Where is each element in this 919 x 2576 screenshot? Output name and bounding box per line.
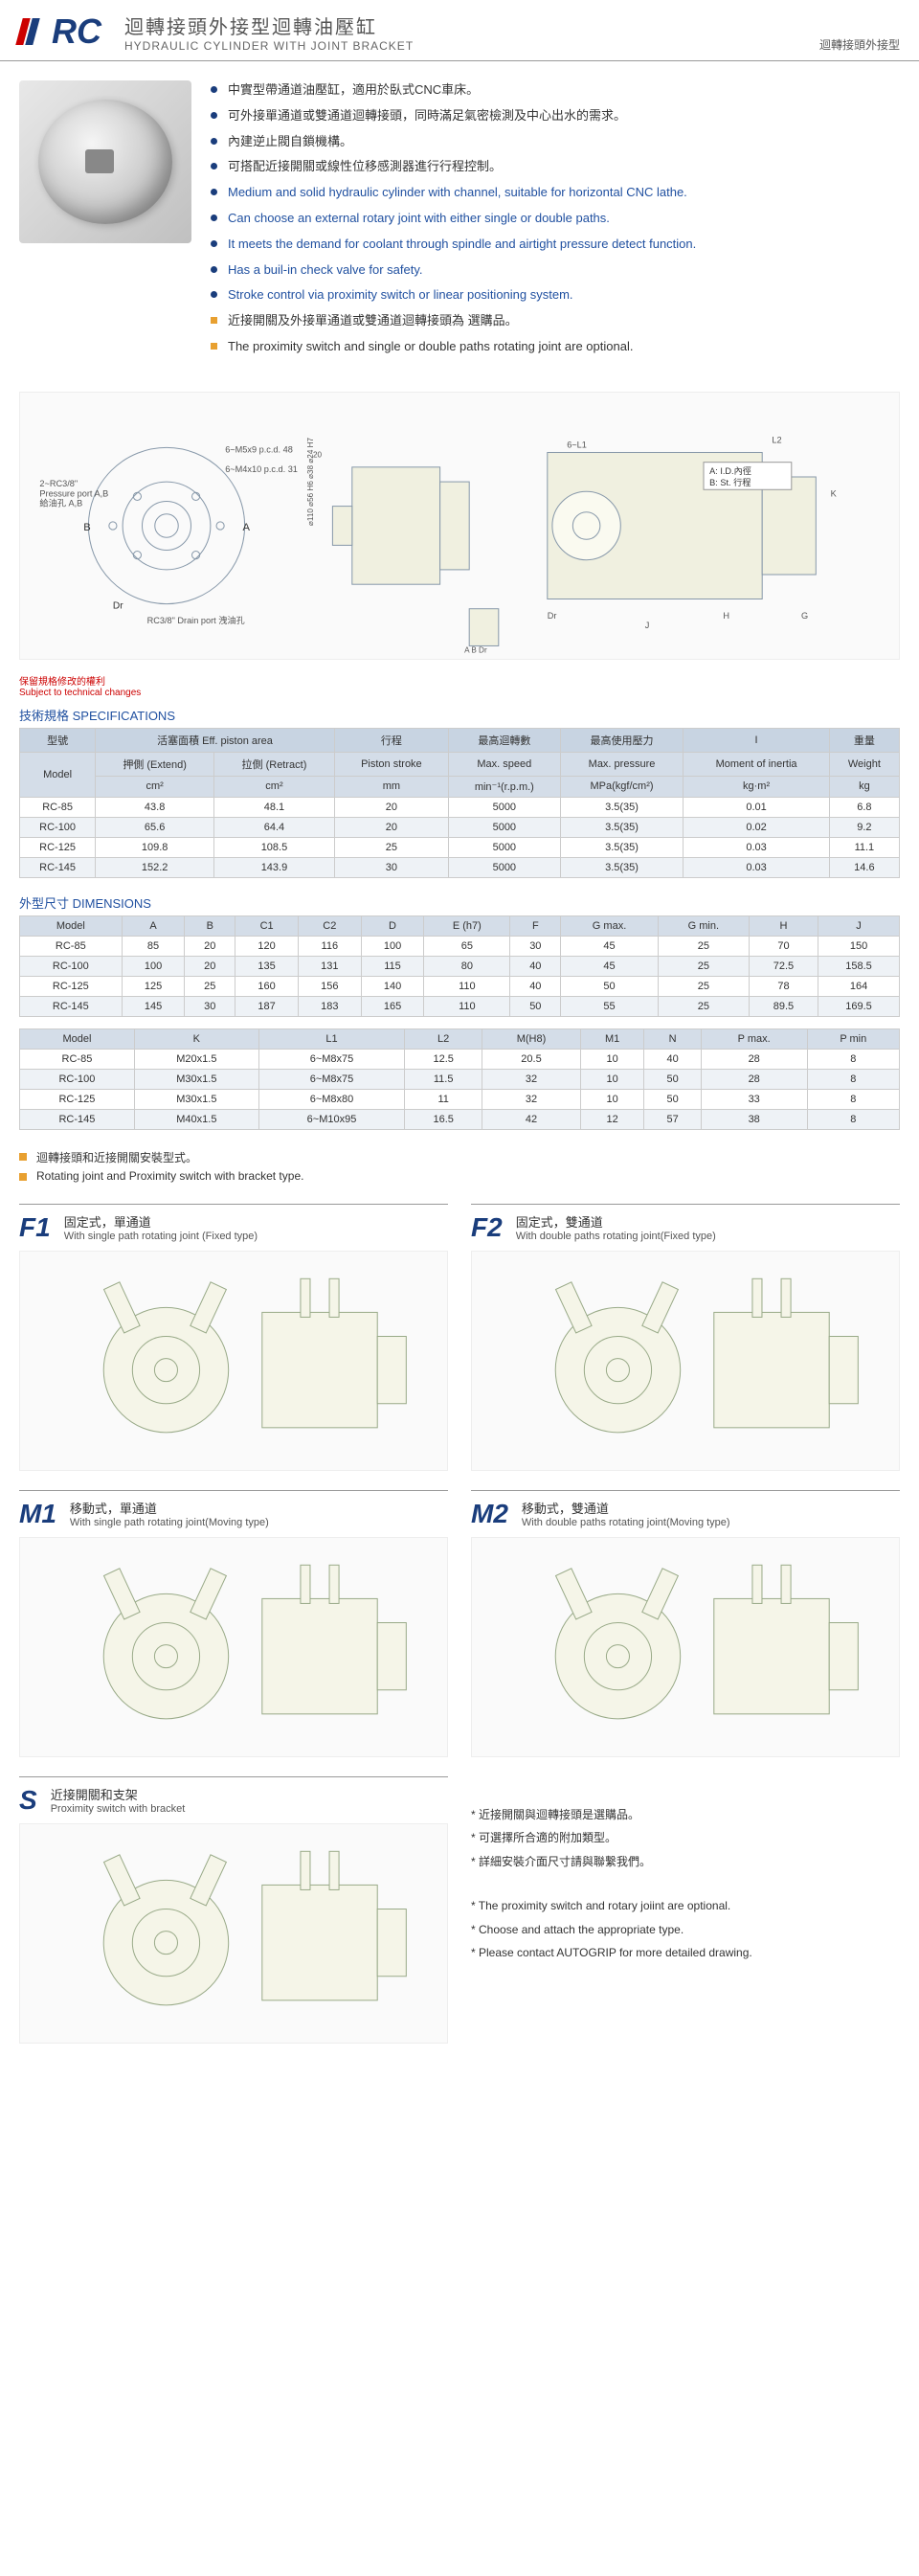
- svg-text:⌀110 ⌀56 H6 ⌀38 ⌀24 H7: ⌀110 ⌀56 H6 ⌀38 ⌀24 H7: [306, 437, 315, 526]
- config-F1: F1 固定式，單通道 With single path rotating joi…: [19, 1204, 448, 1471]
- joint-note: Rotating joint and Proximity switch with…: [19, 1169, 900, 1183]
- title-en: HYDRAULIC CYLINDER WITH JOINT BRACKET: [124, 39, 414, 53]
- config-title-zh: 固定式，雙通道: [516, 1212, 716, 1231]
- logo: RC: [19, 11, 101, 52]
- config-code: M2: [471, 1499, 508, 1529]
- table-row: RC-100M30x1.56~M8x7511.5321050288: [20, 1069, 900, 1089]
- bullet-zh: 可外接單通道或雙通道迴轉接頭，同時滿足氣密檢測及中心出水的需求。: [211, 106, 900, 126]
- config-section: F1 固定式，單通道 With single path rotating joi…: [0, 1194, 919, 2072]
- table-row: RC-145M40x1.56~M10x9516.5421257388: [20, 1109, 900, 1129]
- table-row: RC-8585201201161006530452570150: [20, 936, 900, 956]
- config-F2: F2 固定式，雙通道 With double paths rotating jo…: [471, 1204, 900, 1471]
- page-header: RC 迴轉接頭外接型迴轉油壓缸 HYDRAULIC CYLINDER WITH …: [0, 0, 919, 61]
- svg-text:6~M5x9 p.c.d. 48: 6~M5x9 p.c.d. 48: [225, 444, 293, 454]
- table-row: RC-1451453018718316511050552589.5169.5: [20, 996, 900, 1016]
- config-title-zh: 移動式，單通道: [70, 1499, 269, 1517]
- svg-text:6~L1: 6~L1: [567, 440, 587, 449]
- svg-text:G: G: [801, 611, 808, 621]
- feature-bullets: 中實型帶通道油壓缸，適用於臥式CNC車床。可外接單通道或雙通道迴轉接頭，同時滿足…: [211, 80, 900, 363]
- table-row: RC-125109.8108.52550003.5(35)0.0311.1: [20, 837, 900, 857]
- bullet-en: Can choose an external rotary joint with…: [211, 209, 900, 229]
- config-code: F2: [471, 1212, 503, 1243]
- config-diagram: [471, 1537, 900, 1757]
- joint-note: 迴轉接頭和近接開關安裝型式。: [19, 1149, 900, 1165]
- svg-text:A B Dr: A B Dr: [464, 645, 487, 654]
- svg-text:Dr: Dr: [113, 600, 123, 611]
- spec-heading: 技術規格 SPECIFICATIONS: [0, 702, 919, 728]
- svg-text:J: J: [645, 621, 650, 630]
- config-title-zh: 近接開關和支架: [51, 1785, 186, 1803]
- config-title-en: With single path rotating joint (Fixed t…: [64, 1231, 258, 1242]
- config-title-en: With double paths rotating joint(Fixed t…: [516, 1231, 716, 1242]
- title-zh: 迴轉接頭外接型迴轉油壓缸: [124, 11, 414, 39]
- svg-text:B: St. 行程: B: St. 行程: [709, 477, 751, 487]
- svg-text:K: K: [831, 488, 838, 498]
- bullet-zh: 中實型帶通道油壓缸，適用於臥式CNC車床。: [211, 80, 900, 101]
- config-title-en: With single path rotating joint(Moving t…: [70, 1517, 269, 1528]
- bullet-zh: 可搭配近接開關或線性位移感測器進行行程控制。: [211, 157, 900, 177]
- table-row: RC-125M30x1.56~M8x8011321050338: [20, 1089, 900, 1109]
- config-code: M1: [19, 1499, 56, 1529]
- dim-table-1: ModelABC1C2DE (h7)FG max.G min.HJ RC-858…: [19, 915, 900, 1017]
- technical-diagram: 2~RC3/8" Pressure port A,B 給油孔 A,B 6~M5x…: [0, 382, 919, 669]
- svg-text:2~RC3/8": 2~RC3/8": [39, 479, 78, 488]
- svg-text:給油孔 A,B: 給油孔 A,B: [39, 497, 82, 508]
- svg-text:B: B: [83, 522, 90, 533]
- config-title-en: With double paths rotating joint(Moving …: [522, 1517, 730, 1528]
- config-M1: M1 移動式，單通道 With single path rotating joi…: [19, 1490, 448, 1757]
- title-block: 迴轉接頭外接型迴轉油壓缸 HYDRAULIC CYLINDER WITH JOI…: [124, 11, 414, 53]
- product-code: RC: [52, 11, 101, 52]
- spec-table: 型號活塞面積 Eff. piston area行程最高迴轉數最高使用壓力I重量M…: [19, 728, 900, 878]
- bullet-zh: 內建逆止閥自鎖機構。: [211, 132, 900, 152]
- config-title-en: Proximity switch with bracket: [51, 1803, 186, 1815]
- config-code: S: [19, 1785, 37, 1816]
- svg-text:L2: L2: [772, 435, 781, 444]
- table-row: RC-1251252516015614011040502578164: [20, 976, 900, 996]
- intro-section: 中實型帶通道油壓缸，適用於臥式CNC車床。可外接單通道或雙通道迴轉接頭，同時滿足…: [0, 61, 919, 382]
- dim-heading: 外型尺寸 DIMENSIONS: [0, 890, 919, 915]
- joint-notes: 迴轉接頭和近接開關安裝型式。 Rotating joint and Proximi…: [0, 1141, 919, 1194]
- bullet-en: It meets the demand for coolant through …: [211, 235, 900, 255]
- config-diagram: [19, 1537, 448, 1757]
- config-code: F1: [19, 1212, 51, 1243]
- bullet-en: Stroke control via proximity switch or l…: [211, 285, 900, 305]
- svg-text:H: H: [723, 611, 729, 621]
- table-row: RC-10065.664.42050003.5(35)0.029.2: [20, 817, 900, 837]
- table-row: RC-8543.848.12050003.5(35)0.016.8: [20, 797, 900, 817]
- config-diagram: [19, 1251, 448, 1471]
- bullet-optional: 近接開關及外接單通道或雙通道迴轉接頭為 選購品。: [211, 311, 900, 331]
- bullet-en: Has a buil-in check valve for safety.: [211, 260, 900, 281]
- svg-text:Dr: Dr: [548, 611, 557, 621]
- dim-table-2: ModelKL1L2M(H8)M1NP max.P min RC-85M20x1…: [19, 1028, 900, 1130]
- header-right-label: 迴轉接頭外接型: [819, 36, 900, 53]
- svg-text:A: I.D.內徑: A: I.D.內徑: [709, 465, 751, 476]
- table-row: RC-145152.2143.93050003.5(35)0.0314.6: [20, 857, 900, 877]
- config-diagram: [471, 1251, 900, 1471]
- svg-text:Pressure port A,B: Pressure port A,B: [39, 488, 108, 498]
- bottom-notes: * 近接開關與迴轉接頭是選購品。* 可選擇所合適的附加類型。* 詳細安裝介面尺寸…: [471, 1776, 900, 2044]
- svg-text:6~M4x10 p.c.d. 31: 6~M4x10 p.c.d. 31: [225, 464, 298, 474]
- config-M2: M2 移動式，雙通道 With double paths rotating jo…: [471, 1490, 900, 1757]
- bullet-optional: The proximity switch and single or doubl…: [211, 337, 900, 357]
- product-image: [19, 80, 191, 243]
- svg-text:RC3/8" Drain port 洩油孔: RC3/8" Drain port 洩油孔: [147, 615, 245, 625]
- config-title-zh: 固定式，單通道: [64, 1212, 258, 1231]
- table-row: RC-85M20x1.56~M8x7512.520.51040288: [20, 1049, 900, 1069]
- svg-text:A: A: [243, 522, 251, 533]
- config-S: S 近接開關和支架 Proximity switch with bracket: [19, 1776, 448, 2044]
- table-row: RC-100100201351311158040452572.5158.5: [20, 956, 900, 976]
- change-notice: 保留規格修改的權利 Subject to technical changes: [0, 669, 919, 702]
- config-diagram: [19, 1823, 448, 2044]
- bullet-en: Medium and solid hydraulic cylinder with…: [211, 183, 900, 203]
- config-title-zh: 移動式，雙通道: [522, 1499, 730, 1517]
